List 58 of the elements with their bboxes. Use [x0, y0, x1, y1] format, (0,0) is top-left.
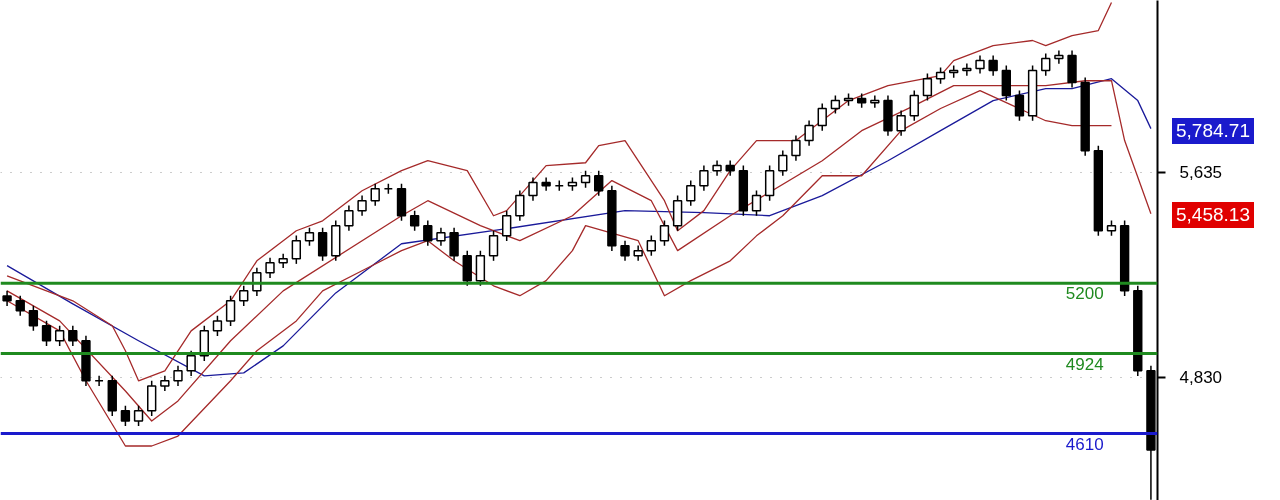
- candlestick: [370, 182, 380, 207]
- candlestick: [909, 89, 919, 122]
- candlestick: [68, 325, 78, 347]
- candlestick: [501, 209, 512, 242]
- candlestick: [28, 304, 39, 332]
- candlestick: [962, 62, 972, 77]
- candlestick: [15, 294, 25, 317]
- line-series: [6, 1, 1113, 382]
- candlestick: [449, 226, 459, 262]
- candlestick: [488, 230, 499, 262]
- candlestick: [186, 349, 196, 377]
- candlestick: [817, 102, 827, 132]
- ref-line-label: 4924: [1065, 354, 1104, 374]
- candlestick: [778, 149, 788, 177]
- candlestick: [594, 169, 604, 197]
- candlestick: [620, 239, 630, 262]
- candlestick: [515, 189, 525, 222]
- candlestick: [751, 189, 762, 217]
- candlestick: [1014, 89, 1025, 122]
- candlestick: [1054, 49, 1064, 65]
- candlestick: [344, 204, 354, 232]
- candlestick: [988, 54, 998, 77]
- candlestick: [357, 194, 367, 217]
- candlestick: [646, 234, 657, 257]
- candlestick: [41, 319, 52, 347]
- candlestick: [120, 405, 131, 427]
- y-tick-label: 4,830: [1179, 368, 1223, 388]
- candlestick: [409, 209, 420, 232]
- candlestick: [791, 134, 801, 162]
- candlestick: [659, 219, 670, 247]
- candlestick: [922, 72, 933, 102]
- candlestick: [686, 179, 696, 207]
- candlestick: [54, 325, 65, 347]
- candlestick: [528, 176, 538, 202]
- candlestick: [1041, 52, 1051, 77]
- candlestick: [239, 285, 249, 307]
- candlestick: [212, 315, 223, 337]
- candlestick: [541, 176, 551, 192]
- candlestick: [830, 94, 841, 115]
- candlestick: [699, 164, 709, 192]
- ref-line-label: 5200: [1065, 284, 1104, 304]
- candlestick: [896, 109, 906, 137]
- candlestick: [870, 94, 880, 109]
- candlestick: [317, 226, 328, 262]
- candlestick: [133, 405, 144, 427]
- candlestick: [225, 294, 236, 327]
- candlestick: [265, 257, 275, 279]
- candlestick: [804, 119, 814, 147]
- candlestick: [975, 54, 985, 75]
- candlestick: [436, 226, 446, 247]
- price-tag: 5,784.71: [1172, 118, 1254, 144]
- ref-line-label: 4610: [1065, 434, 1104, 454]
- candlestick: [291, 234, 302, 265]
- price-tag: 5,458.13: [1172, 202, 1254, 228]
- y-tick-label: 5,635: [1179, 163, 1223, 183]
- candlestick: [304, 226, 315, 247]
- candlestick: [423, 219, 433, 247]
- candlestick: [173, 365, 183, 387]
